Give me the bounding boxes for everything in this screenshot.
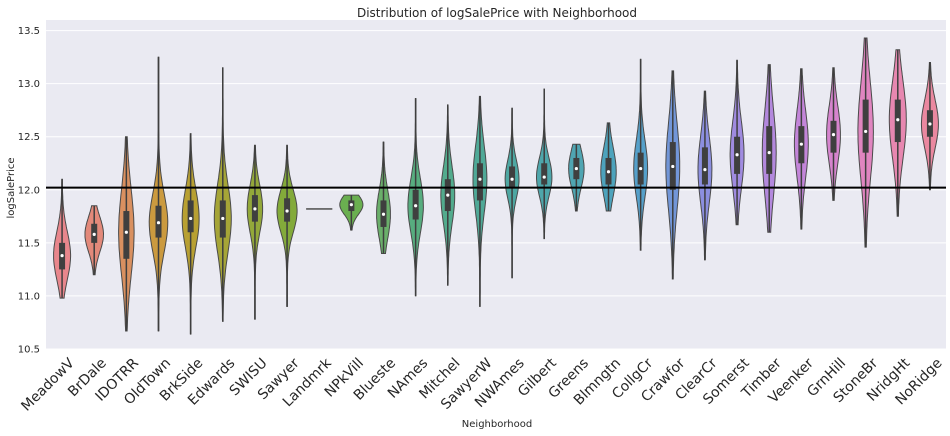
y-tick-label: 10.5 (18, 345, 40, 356)
violin-iqr-box (187, 200, 194, 233)
violin-median (124, 230, 128, 234)
violin-iqr-box (509, 166, 516, 188)
y-tick-label: 11.5 (18, 238, 40, 249)
violin-median (671, 164, 675, 169)
violin-iqr-box (476, 163, 483, 201)
violin-median (60, 254, 64, 258)
violin-median (285, 209, 289, 213)
violin-median (446, 193, 450, 197)
violin-median (156, 221, 161, 225)
violins (53, 37, 939, 335)
violin-median (478, 177, 482, 181)
violin-median (767, 151, 771, 155)
violin-median (928, 122, 932, 126)
violin-iqr-box (123, 211, 130, 259)
violin-median (896, 118, 900, 122)
violin-median (735, 153, 739, 157)
violin-median (349, 203, 353, 207)
x-axis-label: Neighborhood (462, 419, 532, 430)
y-tick-labels: 10.5 11.0 11.5 12.0 12.5 13.0 13.5 (18, 26, 40, 355)
violin-iqr-box (830, 120, 837, 153)
violin-median (92, 232, 96, 236)
violin-median (253, 207, 257, 211)
violin-median (703, 168, 707, 172)
plot-background (46, 20, 946, 349)
violin-median (189, 216, 193, 221)
y-tick-label: 11.0 (18, 291, 40, 302)
violin-median (542, 175, 546, 179)
y-tick-label: 12.5 (18, 132, 40, 143)
y-tick-label: 13.0 (18, 79, 40, 90)
violin-iqr-box (862, 99, 869, 153)
violin-iqr-box (541, 163, 548, 185)
violin-median (639, 166, 643, 171)
violin-median (221, 216, 225, 221)
violin-median (381, 212, 386, 216)
y-tick-label: 12.0 (18, 185, 40, 196)
violin-median (831, 133, 836, 137)
violin-median (864, 129, 868, 134)
violin-iqr-box (701, 147, 708, 185)
violin-median (510, 177, 514, 181)
x-tick-labels: MeadowVBrDaleIDOTRROldTownBrkSideEdwards… (18, 355, 945, 415)
violin-median (799, 142, 803, 146)
violin-median (414, 204, 418, 208)
violin-iqr-box (766, 126, 773, 174)
violin-median (606, 170, 611, 174)
y-tick-label: 13.5 (18, 26, 40, 37)
violin-median (574, 166, 578, 171)
y-axis-label: logSalePrice (6, 157, 17, 218)
chart-title: Distribution of logSalePrice with Neighb… (357, 6, 637, 20)
